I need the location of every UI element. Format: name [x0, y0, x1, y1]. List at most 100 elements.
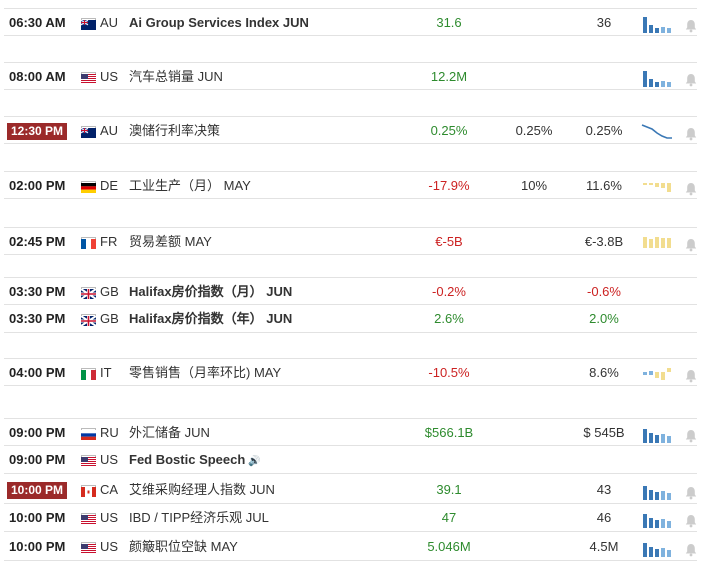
event-title-text: Ai Group Services Index JUN — [129, 15, 309, 30]
event-country: DE — [100, 178, 119, 193]
event-title[interactable]: IBD / TIPP经济乐观 JUL — [129, 504, 269, 532]
event-title[interactable]: Halifax房价指数（年） JUN — [129, 305, 292, 333]
history-chart-icon[interactable] — [641, 363, 673, 383]
sparkline-bar — [643, 237, 647, 248]
sparkline-bar — [643, 514, 647, 528]
event-row[interactable]: 10:00 PM CA 艾维采购经理人指数 JUN 39.1 43 — [4, 476, 697, 504]
event-actual: 47 — [441, 510, 457, 525]
history-chart-icon[interactable] — [641, 537, 673, 557]
event-row[interactable]: 10:00 PM US IBD / TIPP经济乐观 JUL 47 46 — [4, 504, 697, 532]
event-time: 10:00 PM — [9, 510, 66, 525]
sparkline-bar — [643, 17, 647, 33]
sparkline-chart — [643, 368, 671, 380]
event-title[interactable]: Fed Bostic Speech 🔊 — [129, 446, 261, 474]
sparkline-bar — [643, 71, 647, 87]
sparkline-bar — [649, 547, 653, 557]
event-previous: 11.6% — [586, 178, 622, 193]
event-country: US — [100, 452, 119, 467]
event-row[interactable]: 08:00 AM US 汽车总销量 JUN 12.2M — [4, 62, 697, 90]
sparkline-bar — [643, 183, 647, 185]
alert-bell-icon[interactable] — [684, 539, 698, 557]
event-title[interactable]: 贸易差额 MAY — [129, 228, 212, 256]
alert-bell-icon[interactable] — [684, 15, 698, 33]
gb-flag-icon — [80, 314, 97, 327]
us-flag-icon — [81, 513, 96, 525]
event-title[interactable]: 汽车总销量 JUN — [129, 63, 223, 91]
event-time: 12:30 PM — [7, 123, 68, 140]
event-title-text: 工业生产（月） MAY — [129, 178, 251, 193]
ru-flag-icon — [81, 428, 96, 440]
sparkline-chart — [643, 237, 671, 248]
event-title[interactable]: 零售销售（月率环比) MAY — [129, 359, 281, 387]
event-row[interactable]: 10:00 PM US 颜簸职位空缺 MAY 5.046M 4.5M — [4, 533, 697, 561]
event-title[interactable]: Halifax房价指数（月） JUN — [129, 278, 292, 306]
event-actual: -10.5% — [428, 365, 470, 380]
event-title[interactable]: 工业生产（月） MAY — [129, 172, 251, 200]
event-row[interactable]: 09:00 PM US Fed Bostic Speech 🔊 — [4, 446, 697, 474]
event-row[interactable]: 03:30 PM GB Halifax房价指数（月） JUN -0.2% -0.6% — [4, 277, 697, 305]
event-previous — [569, 446, 639, 474]
sparkline-chart — [643, 486, 671, 500]
history-chart-icon[interactable] — [641, 508, 673, 528]
event-row[interactable]: 06:30 AM AU Ai Group Services Index JUN 31.… — [4, 8, 697, 36]
alert-bell-icon[interactable] — [684, 425, 698, 443]
history-chart-icon[interactable] — [641, 480, 673, 500]
event-title[interactable]: 外汇储备 JUN — [129, 419, 210, 447]
sparkline-bar — [661, 548, 665, 557]
event-row[interactable]: 03:30 PM GB Halifax房价指数（年） JUN 2.6% 2.0% — [4, 305, 697, 333]
event-time: 02:45 PM — [9, 234, 66, 249]
event-title[interactable]: 颜簸职位空缺 MAY — [129, 533, 238, 561]
sparkline-bar — [649, 433, 653, 443]
event-row[interactable]: 09:00 PM RU 外汇储备 JUN $566.1B $ 545B — [4, 418, 697, 446]
history-chart-icon[interactable] — [641, 423, 673, 443]
sparkline-chart — [643, 17, 671, 33]
history-chart-icon[interactable] — [641, 67, 673, 87]
event-title[interactable]: Ai Group Services Index JUN — [129, 9, 309, 37]
event-forecast: 10% — [520, 178, 548, 193]
event-row[interactable]: 12:30 PM AU 澳储行利率决策 0.25% 0.25% 0.25% — [4, 116, 697, 144]
event-actual: 5.046M — [427, 539, 471, 554]
sparkline-bar — [643, 372, 647, 375]
sparkline-bar — [661, 27, 665, 33]
event-title[interactable]: 艾维采购经理人指数 JUN — [129, 476, 275, 504]
event-country: AU — [100, 15, 119, 30]
event-forecast — [499, 476, 569, 504]
sparkline-bar — [661, 434, 665, 443]
alert-bell-icon[interactable] — [684, 234, 698, 252]
event-row[interactable]: 02:00 PM DE 工业生产（月） MAY -17.9% 10% 11.6% — [4, 171, 697, 199]
sparkline-bar — [643, 486, 647, 500]
it-flag-icon — [81, 368, 96, 380]
alert-bell-icon[interactable] — [684, 365, 698, 383]
alert-bell-icon[interactable] — [684, 482, 698, 500]
history-chart-icon[interactable] — [641, 13, 673, 33]
sparkline-bar — [655, 183, 659, 187]
sparkline-bar — [655, 237, 659, 248]
history-chart-icon[interactable] — [641, 176, 673, 196]
event-actual: 31.6 — [436, 15, 462, 30]
event-forecast — [499, 419, 569, 447]
event-country: US — [100, 539, 119, 554]
event-forecast — [499, 63, 569, 91]
history-chart-icon[interactable] — [641, 232, 673, 252]
history-chart-icon[interactable] — [641, 121, 673, 141]
event-title-text: 艾维采购经理人指数 JUN — [129, 482, 275, 497]
alert-bell-icon[interactable] — [684, 123, 698, 141]
event-row[interactable]: 04:00 PM IT 零售销售（月率环比) MAY -10.5% 8.6% — [4, 358, 697, 386]
event-title-text: 澳储行利率决策 — [129, 123, 221, 138]
event-previous: -0.6% — [587, 284, 621, 299]
gb-flag-icon — [80, 287, 97, 300]
alert-bell-icon[interactable] — [684, 178, 698, 196]
event-time: 09:00 PM — [9, 452, 66, 467]
sparkline-bar — [649, 79, 653, 87]
event-time: 10:00 PM — [9, 539, 66, 554]
alert-bell-icon[interactable] — [684, 69, 698, 87]
event-row[interactable]: 02:45 PM FR 贸易差额 MAY €-5B €-3.8B — [4, 227, 697, 255]
event-forecast — [499, 446, 569, 474]
au-flag-icon — [80, 126, 96, 138]
event-country: FR — [100, 234, 118, 249]
alert-bell-icon[interactable] — [684, 510, 698, 528]
au-flag-icon — [80, 18, 96, 30]
event-title[interactable]: 澳储行利率决策 — [129, 117, 220, 145]
event-actual: 39.1 — [436, 482, 462, 497]
sparkline-bar — [667, 82, 671, 87]
